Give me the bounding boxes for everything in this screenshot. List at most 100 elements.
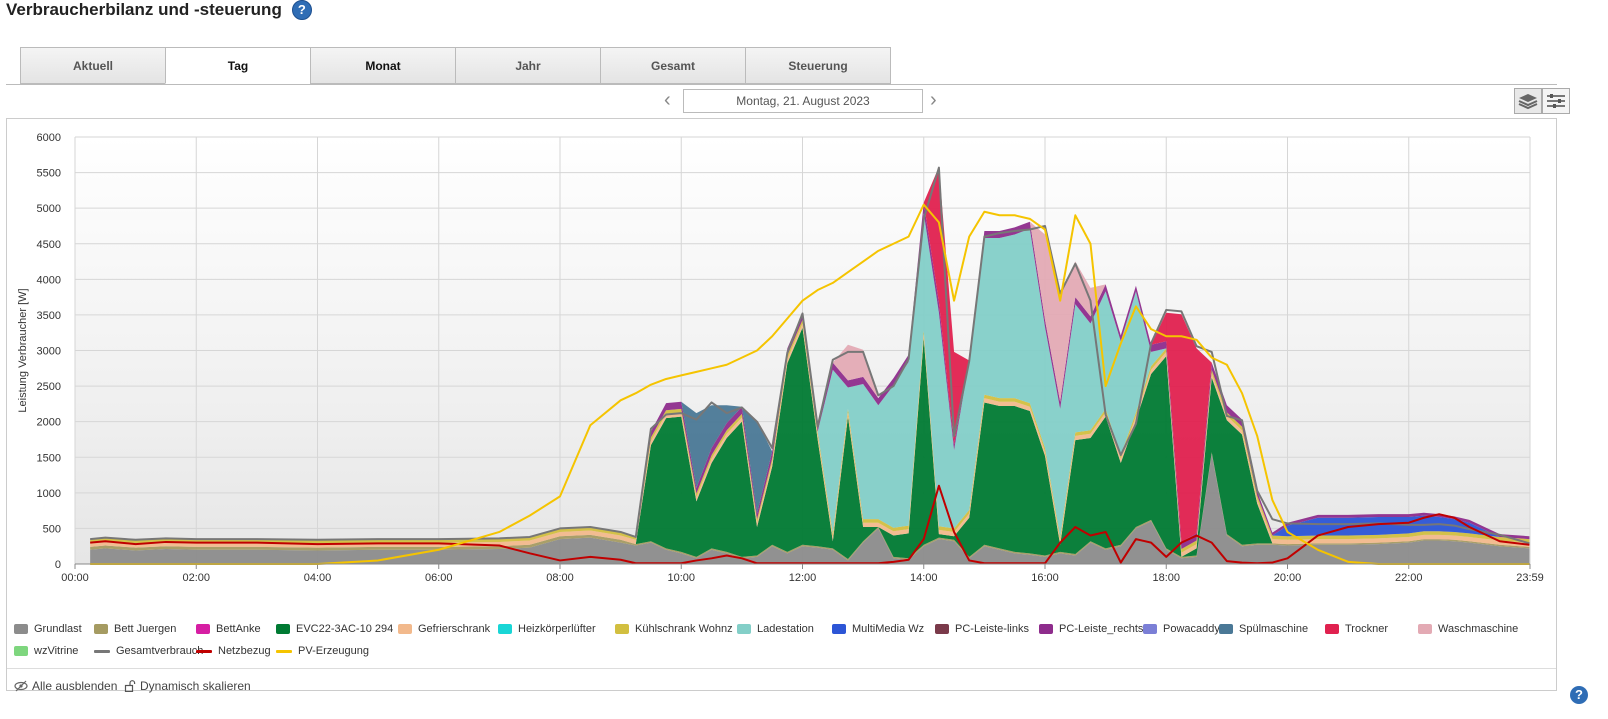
tab-steuerung[interactable]: Steuerung: [745, 47, 891, 84]
page-title: Verbraucherbilanz und -steuerung ?: [6, 0, 312, 20]
y-tick-label: 500: [43, 523, 61, 535]
legend-swatch: [1143, 624, 1157, 634]
area-evc22-3ac-10-294: [90, 327, 1530, 560]
prev-date-icon[interactable]: ‹: [664, 89, 671, 111]
y-tick-label: 4000: [37, 274, 61, 286]
x-tick-label: 23:59: [1516, 572, 1544, 584]
unlock-icon: [124, 680, 136, 692]
legend-swatch: [196, 624, 210, 634]
legend-label: Powacaddy: [1163, 623, 1220, 635]
legend-swatch: [276, 624, 290, 634]
x-tick-label: 18:00: [1152, 572, 1180, 584]
dynamic-scale-toggle[interactable]: Dynamisch skalieren: [124, 679, 251, 693]
legend-item-pc-leiste-links[interactable]: PC-Leiste-links: [935, 623, 1029, 635]
tab-tag[interactable]: Tag: [165, 47, 311, 84]
y-tick-label: 2000: [37, 417, 61, 429]
legend-item-wzvitrine[interactable]: wzVitrine: [14, 645, 78, 657]
eye-slash-icon: [14, 680, 28, 692]
legend-item-pc-leiste-rechts[interactable]: PC-Leiste_rechts: [1039, 623, 1143, 635]
next-date-icon[interactable]: ›: [930, 89, 937, 111]
legend-item-bettanke[interactable]: BettAnke: [196, 623, 261, 635]
legend-item-powacaddy[interactable]: Powacaddy: [1143, 623, 1220, 635]
legend-swatch: [498, 624, 512, 634]
date-field[interactable]: Montag, 21. August 2023: [683, 89, 923, 113]
x-tick-label: 10:00: [667, 572, 695, 584]
legend-label: PC-Leiste-links: [955, 623, 1029, 635]
legend-swatch: [196, 649, 212, 653]
y-tick-label: 5000: [37, 203, 61, 215]
help-icon[interactable]: ?: [291, 0, 312, 20]
legend-item-trockner[interactable]: Trockner: [1325, 623, 1388, 635]
legend-label: Gesamtverbrauch: [116, 645, 204, 657]
legend-item-multimedia-wz[interactable]: MultiMedia Wz: [832, 623, 924, 635]
x-tick-label: 04:00: [304, 572, 332, 584]
legend-item-pv-erzeugung[interactable]: PV-Erzeugung: [276, 645, 369, 657]
legend-item-heizk-rperl-fter[interactable]: Heizkörperlüfter: [498, 623, 596, 635]
y-axis-title: Leistung Verbraucher [W]: [17, 288, 29, 412]
page-title-text: Verbraucherbilanz und -steuerung: [6, 0, 282, 19]
legend-divider: [7, 668, 1556, 669]
x-tick-label: 06:00: [425, 572, 453, 584]
dynamic-scale-label: Dynamisch skalieren: [140, 679, 251, 693]
help-icon-bottom[interactable]: ?: [1570, 686, 1588, 704]
legend-label: Spülmaschine: [1239, 623, 1309, 635]
x-tick-label: 12:00: [789, 572, 817, 584]
y-tick-label: 1000: [37, 488, 61, 500]
x-tick-label: 00:00: [61, 572, 89, 584]
legend-swatch: [1039, 624, 1053, 634]
legend-swatch: [94, 624, 108, 634]
legend-label: Trockner: [1345, 623, 1388, 635]
legend-label: PC-Leiste_rechts: [1059, 623, 1144, 635]
legend-item-waschmaschine[interactable]: Waschmaschine: [1418, 623, 1518, 635]
chart-panel: [6, 118, 1557, 691]
tab-jahr[interactable]: Jahr: [455, 47, 601, 84]
x-tick-label: 02:00: [182, 572, 210, 584]
legend-item-bett-juergen[interactable]: Bett Juergen: [94, 623, 176, 635]
legend-swatch: [94, 649, 110, 653]
legend-label: Gefrierschrank: [418, 623, 491, 635]
legend-item-gesamtverbrauch[interactable]: Gesamtverbrauch: [94, 645, 203, 657]
legend-item-ladestation[interactable]: Ladestation: [737, 623, 814, 635]
sliders-icon-svg: [1547, 94, 1565, 108]
y-tick-label: 4500: [37, 239, 61, 251]
area-grundlast: [90, 453, 1530, 564]
legend-label: Waschmaschine: [1438, 623, 1519, 635]
x-tick-label: 14:00: [910, 572, 938, 584]
legend-item-gefrierschrank[interactable]: Gefrierschrank: [398, 623, 490, 635]
hide-all-button[interactable]: Alle ausblenden: [14, 679, 117, 693]
legend-swatch: [14, 624, 28, 634]
legend-item-k-hlschrank-wohnz[interactable]: Kühlschrank Wohnz: [615, 623, 733, 635]
x-tick-label: 20:00: [1274, 572, 1302, 584]
legend-item-grundlast[interactable]: Grundlast: [14, 623, 82, 635]
tab-monat[interactable]: Monat: [310, 47, 456, 84]
legend-swatch: [615, 624, 629, 634]
legend-swatch: [1418, 624, 1432, 634]
y-tick-label: 0: [55, 559, 61, 571]
legend-item-evc22-3ac-10-294[interactable]: EVC22-3AC-10 294: [276, 623, 393, 635]
legend-swatch: [14, 646, 28, 656]
legend-label: PV-Erzeugung: [298, 645, 369, 657]
legend-item-netzbezug[interactable]: Netzbezug: [196, 645, 271, 657]
settings-sliders-icon[interactable]: [1542, 88, 1570, 114]
legend-label: Ladestation: [757, 623, 814, 635]
tab-aktuell[interactable]: Aktuell: [20, 47, 166, 84]
y-tick-label: 6000: [37, 132, 61, 144]
tab-gesamt[interactable]: Gesamt: [600, 47, 746, 84]
legend-swatch: [398, 624, 412, 634]
legend-label: BettAnke: [216, 623, 261, 635]
y-tick-label: 2500: [37, 381, 61, 393]
x-tick-label: 16:00: [1031, 572, 1059, 584]
x-tick-label: 08:00: [546, 572, 574, 584]
legend-swatch: [276, 649, 292, 653]
y-tick-label: 1500: [37, 452, 61, 464]
legend-swatch: [832, 624, 846, 634]
line-netzbezug: [90, 484, 1530, 565]
y-tick-label: 3000: [37, 346, 61, 358]
legend-swatch: [935, 624, 949, 634]
legend-label: Grundlast: [34, 623, 82, 635]
tab-bar: Aktuell Tag Monat Jahr Gesamt Steuerung: [20, 47, 891, 84]
legend-label: Bett Juergen: [114, 623, 177, 635]
layers-icon[interactable]: [1514, 88, 1542, 114]
legend-item-sp-lmaschine[interactable]: Spülmaschine: [1219, 623, 1308, 635]
line-gesamtverbrauch: [90, 166, 1530, 545]
